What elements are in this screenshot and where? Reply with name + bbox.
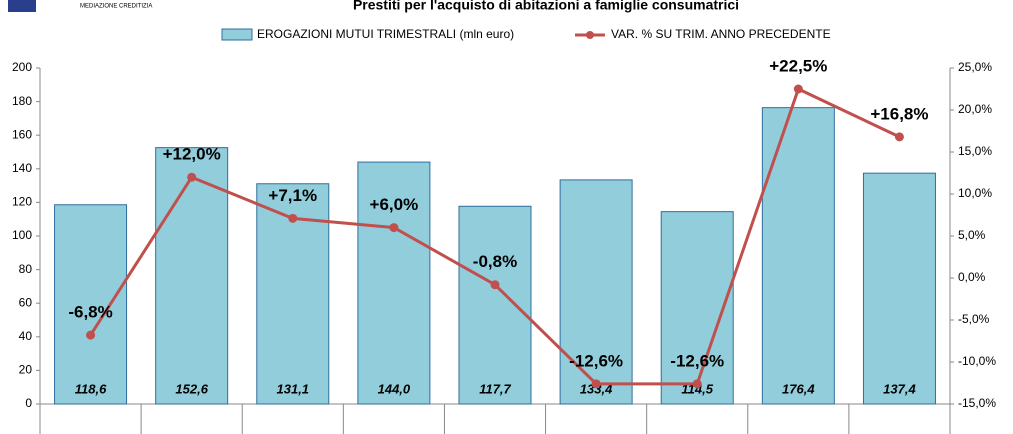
line-point bbox=[86, 330, 96, 340]
line-point bbox=[389, 223, 399, 233]
bar bbox=[357, 161, 431, 405]
line-point bbox=[490, 280, 500, 290]
line-point bbox=[591, 379, 601, 389]
y2-tick-label: -15,0% bbox=[958, 396, 996, 410]
y-tick-label: 0 bbox=[25, 396, 32, 410]
logo-text: MEDIAZIONE CREDITIZIA bbox=[80, 4, 152, 10]
bar bbox=[862, 172, 936, 405]
y2-tick-label: 0,0% bbox=[958, 270, 986, 284]
line-value-label: +16,8% bbox=[870, 104, 928, 123]
y-tick-label: 100 bbox=[12, 228, 32, 242]
legend-swatch bbox=[221, 28, 253, 41]
y-tick-label: 20 bbox=[19, 363, 33, 377]
bar-value-label: 152,6 bbox=[175, 381, 208, 396]
line-point bbox=[692, 379, 702, 389]
y2-tick-label: 15,0% bbox=[958, 144, 992, 158]
line-point bbox=[288, 213, 298, 223]
bar bbox=[660, 211, 734, 405]
bar-value-label: 131,1 bbox=[277, 381, 310, 396]
line-value-label: +12,0% bbox=[163, 145, 221, 164]
y2-tick-label: 20,0% bbox=[958, 102, 992, 116]
line-value-label: -12,6% bbox=[670, 351, 724, 370]
line-value-label: +6,0% bbox=[370, 195, 419, 214]
line-point bbox=[187, 172, 197, 182]
bar bbox=[54, 204, 128, 405]
y2-tick-label: 25,0% bbox=[958, 60, 992, 74]
bar-value-label: 137,4 bbox=[883, 381, 916, 396]
legend-label: EROGAZIONI MUTUI TRIMESTRALI (mln euro) bbox=[257, 27, 514, 41]
y-tick-label: 60 bbox=[19, 295, 33, 309]
y-tick-label: 120 bbox=[12, 195, 32, 209]
bar-value-label: 117,7 bbox=[479, 381, 511, 396]
line-value-label: +7,1% bbox=[268, 186, 317, 205]
bar-value-label: 118,6 bbox=[75, 381, 107, 396]
bar bbox=[458, 205, 532, 405]
y-tick-label: 200 bbox=[12, 60, 32, 74]
y2-tick-label: -10,0% bbox=[958, 354, 996, 368]
logo-mark bbox=[8, 0, 36, 12]
line-value-label: -6,8% bbox=[68, 303, 112, 322]
bar bbox=[761, 107, 835, 405]
line-value-label: -12,6% bbox=[569, 351, 623, 370]
y-tick-label: 80 bbox=[19, 262, 33, 276]
y-tick-label: 140 bbox=[12, 161, 32, 175]
legend-swatch bbox=[586, 31, 594, 39]
y2-tick-label: 5,0% bbox=[958, 228, 986, 242]
y2-tick-label: -5,0% bbox=[958, 312, 990, 326]
bar bbox=[559, 179, 633, 405]
legend-label: VAR. % SU TRIM. ANNO PRECEDENTE bbox=[611, 27, 831, 41]
bar bbox=[155, 147, 229, 405]
y-tick-label: 40 bbox=[19, 329, 33, 343]
y2-tick-label: 10,0% bbox=[958, 186, 992, 200]
y-tick-label: 180 bbox=[12, 94, 32, 108]
y-tick-label: 160 bbox=[12, 127, 32, 141]
line-point bbox=[793, 84, 803, 94]
line-value-label: -0,8% bbox=[473, 252, 517, 271]
line-value-label: +22,5% bbox=[769, 56, 827, 75]
chart-title: Prestiti per l'acquisto di abitazioni a … bbox=[353, 0, 739, 13]
bar-value-label: 144,0 bbox=[378, 381, 411, 396]
bar-value-label: 176,4 bbox=[782, 381, 815, 396]
line-point bbox=[894, 132, 904, 142]
